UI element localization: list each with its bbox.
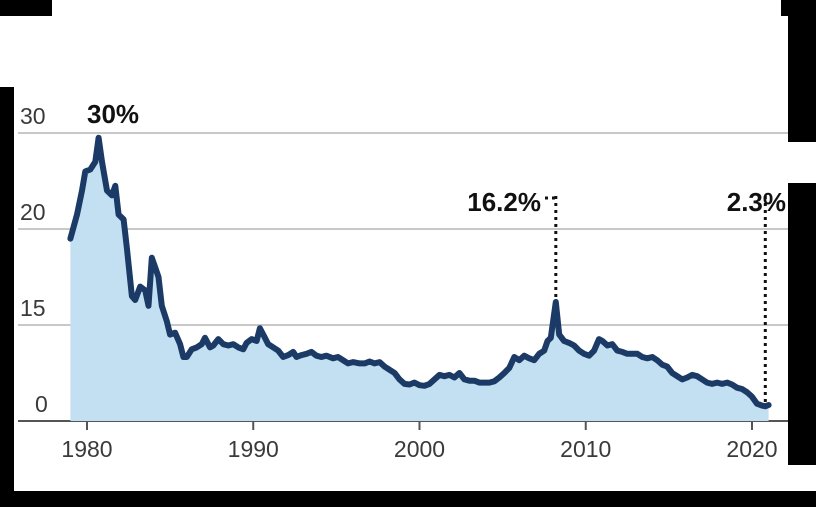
annotation-label-0: 30%: [87, 99, 139, 129]
frame-right-lower: [788, 183, 816, 465]
y-tick-label-30: 30: [20, 103, 46, 129]
annotation-label-1: 16.2%: [467, 187, 541, 217]
y-tick-label-0: 0: [35, 391, 48, 417]
frame-top-left: [0, 0, 52, 16]
x-tick-label-2000: 2000: [394, 436, 445, 462]
frame-right-upper: [788, 16, 816, 142]
x-tick-label-1980: 1980: [61, 436, 112, 462]
y-tick-label-20: 20: [20, 199, 46, 225]
x-axis: 1980 1990 2000 2010 2020: [61, 421, 778, 462]
frame-top-right: [781, 0, 816, 16]
annotation-label-2: 2.3%: [727, 187, 786, 217]
x-tick-label-2020: 2020: [726, 436, 777, 462]
annotations: 30% 16.2% 2.3%: [87, 99, 786, 217]
frame-left: [0, 87, 14, 507]
x-tick-label-1990: 1990: [228, 436, 279, 462]
area-fill: [70, 137, 769, 422]
x-tick-label-2010: 2010: [560, 436, 611, 462]
annotation-leaders: [545, 196, 767, 403]
y-tick-label-15: 15: [20, 295, 46, 321]
frame-bottom: [0, 491, 816, 507]
series-line: [67, 134, 772, 410]
